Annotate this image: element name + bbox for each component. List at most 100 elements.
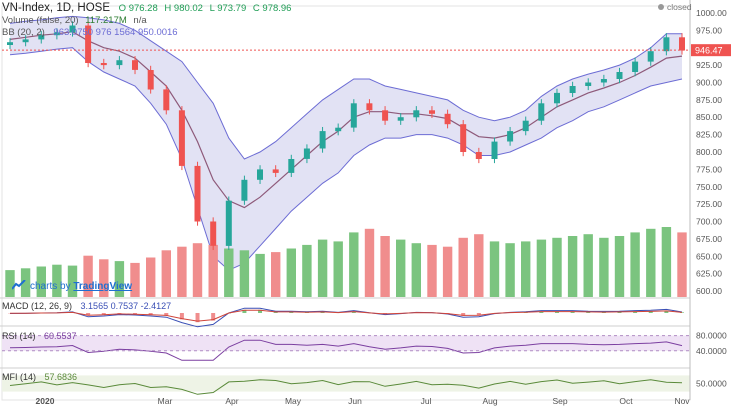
macd-histogram-bar [164, 313, 169, 316]
candle-body [53, 32, 60, 36]
market-status-text: closed [667, 2, 692, 12]
market-status: closed [658, 2, 692, 12]
volume-bar [208, 244, 218, 297]
candlestick [288, 154, 295, 178]
bb-fill [10, 16, 682, 271]
volume-bar [442, 246, 453, 297]
price-tick-label: 925.00 [696, 60, 722, 70]
volume-bar [20, 268, 31, 297]
candlestick [679, 33, 685, 55]
macd-histogram-bar [86, 313, 91, 316]
price-tick-label: 825.00 [696, 130, 722, 140]
volume-bar [224, 248, 234, 297]
candle-body [429, 110, 435, 114]
candle-body [632, 61, 639, 72]
candle-body [397, 117, 404, 121]
candlestick [53, 28, 60, 40]
candlestick [272, 165, 279, 178]
open-label: O [118, 3, 127, 14]
tradingview-attribution[interactable]: charts by TradingView [11, 279, 133, 292]
time-tick-label: Aug [482, 396, 497, 406]
volume-bar [458, 237, 468, 297]
macd-histogram-bar [648, 311, 653, 313]
candle-body [225, 200, 232, 246]
attribution-link[interactable]: TradingView [73, 281, 133, 292]
volume-bar [114, 261, 125, 297]
candlestick [397, 113, 404, 125]
bb-upper-line [9, 15, 682, 160]
macd-histogram-bar [195, 313, 200, 323]
volume-legend: Volume (false, 20) 117.217M n/a [2, 15, 147, 26]
rsi-legend: RSI (14) 60.5537 [2, 331, 77, 341]
macd-histogram-bar [242, 309, 247, 313]
macd-histogram-bar [148, 313, 153, 315]
volume-bars [5, 227, 687, 297]
candle-body [257, 169, 263, 180]
candlestick [225, 196, 232, 251]
mfi-label: MFI (14) [2, 372, 37, 382]
candlestick [382, 106, 389, 125]
candle-body [272, 169, 279, 173]
volume-bar [146, 257, 156, 297]
rsi-tick-label: 40.0000 [696, 346, 727, 356]
price-tick-label: 675.00 [696, 234, 722, 244]
volume-bar [271, 252, 281, 297]
mfi-tick-label: 50.0000 [696, 379, 727, 389]
candlestick [241, 175, 248, 205]
macd-histogram-bar [461, 313, 466, 316]
candlestick [522, 116, 529, 136]
candle-body [288, 159, 295, 173]
rsi-band [2, 335, 690, 351]
candle-body [100, 63, 107, 66]
volume-bar [36, 266, 46, 297]
candle-body [616, 72, 623, 79]
volume-bar [99, 259, 109, 297]
candle-body [350, 103, 357, 128]
attribution-prefix: charts by [30, 281, 71, 292]
volume-bar [489, 241, 500, 297]
volume-bar [161, 250, 171, 297]
price-tick-label: 900.00 [696, 77, 722, 87]
candlestick [257, 165, 263, 184]
rsi-pane: 80.0000 40.0000 [2, 331, 727, 361]
candle-body [335, 127, 342, 132]
candlestick [350, 99, 357, 132]
low-label: L [209, 3, 215, 14]
time-tick-label: Nov [674, 396, 690, 406]
volume-bar [474, 234, 484, 297]
candle-body [507, 131, 514, 142]
price-tick-label: 1000.00 [696, 8, 727, 18]
candle-body [491, 141, 498, 159]
macd-histogram-bar [664, 310, 669, 313]
price-axis: 1000.00 975.00 925.00 900.00 875.00 850.00 825… [689, 0, 727, 400]
candle-body [554, 92, 560, 104]
volume-bar [380, 236, 390, 297]
high-value: 980.02 [173, 3, 203, 14]
volume-bar [646, 228, 656, 297]
candle-body [7, 42, 13, 45]
candlesticks [7, 21, 685, 251]
price-tick-label: 975.00 [696, 25, 722, 35]
candlestick [163, 85, 170, 115]
candlestick [178, 106, 185, 171]
macd-histogram-bar [179, 313, 184, 320]
candlestick [38, 31, 45, 44]
macd-histogram-bar [570, 311, 575, 313]
price-tick-label: 625.00 [696, 269, 722, 279]
time-tick-label: Mar [158, 396, 173, 406]
low-value: 973.79 [217, 3, 247, 14]
macd-histogram-bar [680, 312, 684, 313]
candlestick [7, 37, 13, 50]
candlestick [85, 21, 92, 68]
candlestick [116, 56, 123, 70]
volume-value: 117.217M [85, 15, 127, 26]
macd-histogram-bar [258, 309, 263, 313]
candlestick [554, 88, 560, 108]
last-price-marker [691, 44, 731, 57]
macd-histogram-bar [351, 311, 356, 313]
last-price-label: 946.47 [695, 46, 723, 56]
tradingview-logo-icon [11, 279, 26, 290]
volume-bar [396, 239, 406, 297]
bb-middle-line [9, 31, 683, 209]
